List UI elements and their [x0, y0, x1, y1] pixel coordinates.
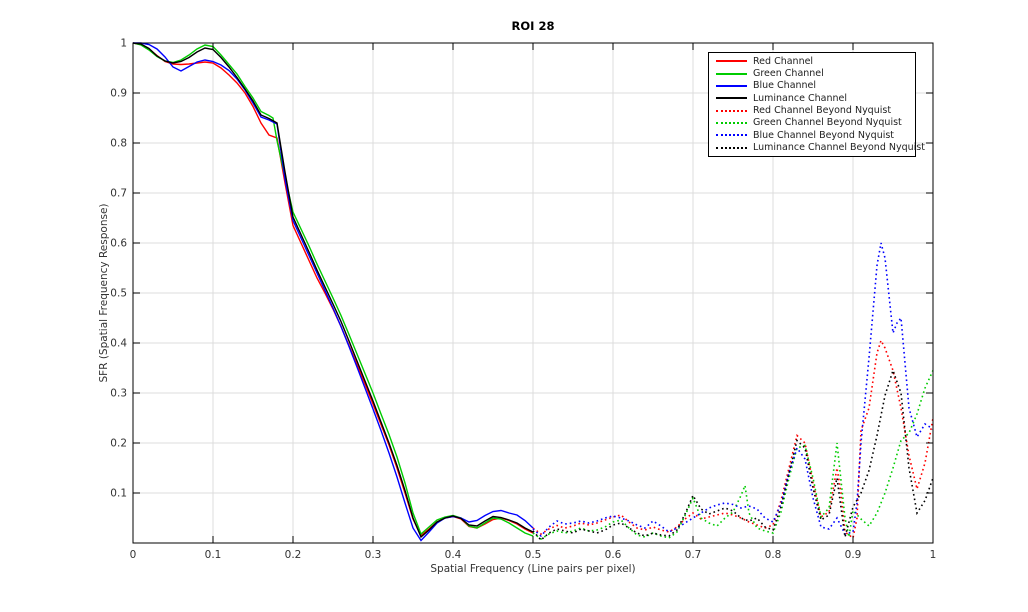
y-tick-label: 0.1	[110, 488, 127, 500]
legend-item-luminance-channel: Luminance Channel	[709, 92, 915, 104]
x-tick-label: 0	[130, 549, 137, 561]
series-green-channel	[132, 42, 534, 537]
legend-item-blue-channel: Blue Channel	[709, 80, 915, 92]
x-tick-label: 0.9	[845, 549, 862, 561]
y-tick-label: 0.8	[110, 138, 127, 150]
legend-label-green-channel-beyond-nyquist: Green Channel Beyond Nyquist	[753, 117, 902, 129]
legend-label-red-channel-beyond-nyquist: Red Channel Beyond Nyquist	[753, 105, 892, 117]
legend: Red Channel Green Channel Blue Channel Lumi…	[708, 52, 925, 157]
legend-line-sample-green-channel-beyond-nyquist	[716, 121, 747, 124]
legend-line-sample-red-channel-beyond-nyquist	[716, 109, 747, 112]
series-luminance-channel	[132, 42, 534, 539]
legend-label-blue-channel: Blue Channel	[753, 80, 817, 92]
legend-item-red-channel-beyond-nyquist: Red Channel Beyond Nyquist	[709, 105, 915, 117]
legend-item-luminance-channel-beyond-nyquist: Luminance Channel Beyond Nyquist	[709, 142, 925, 154]
legend-item-green-channel-beyond-nyquist: Green Channel Beyond Nyquist	[709, 117, 915, 129]
y-tick-label: 0.9	[110, 88, 127, 100]
legend-label-luminance-channel-beyond-nyquist: Luminance Channel Beyond Nyquist	[753, 142, 925, 154]
legend-label-red-channel: Red Channel	[753, 55, 814, 67]
y-tick-label: 1	[120, 38, 127, 50]
legend-line-sample-blue-channel	[716, 84, 747, 87]
x-tick-label: 0.2	[285, 549, 302, 561]
series-blue-channel-beyond-nyquist	[532, 242, 934, 538]
x-tick-label: 0.5	[525, 549, 542, 561]
x-tick-label: 0.7	[685, 549, 702, 561]
legend-label-luminance-channel: Luminance Channel	[753, 92, 847, 104]
legend-line-sample-green-channel	[716, 72, 747, 75]
y-axis-label: SFR (Spatial Frequency Response)	[98, 203, 110, 383]
x-tick-label: 0.1	[205, 549, 222, 561]
x-tick-label: 0.3	[365, 549, 382, 561]
legend-line-sample-red-channel	[716, 60, 747, 63]
legend-item-blue-channel-beyond-nyquist: Blue Channel Beyond Nyquist	[709, 129, 915, 141]
legend-line-sample-luminance-channel-beyond-nyquist	[716, 146, 747, 149]
x-tick-label: 0.8	[765, 549, 782, 561]
chart-title: ROI 28	[511, 19, 555, 33]
y-tick-label: 0.5	[110, 288, 127, 300]
legend-item-green-channel: Green Channel	[709, 68, 915, 80]
x-tick-label: 0.6	[605, 549, 622, 561]
legend-line-sample-blue-channel-beyond-nyquist	[716, 134, 747, 137]
x-tick-label: 1	[930, 549, 937, 561]
series-blue-channel	[133, 42, 534, 542]
legend-item-red-channel: Red Channel	[709, 55, 915, 67]
series-green-channel-beyond-nyquist	[532, 370, 934, 540]
y-tick-label: 0.3	[110, 388, 127, 400]
y-tick-label: 0.7	[110, 188, 127, 200]
series-red-channel-beyond-nyquist	[532, 338, 934, 540]
legend-label-blue-channel-beyond-nyquist: Blue Channel Beyond Nyquist	[753, 129, 895, 141]
legend-label-green-channel: Green Channel	[753, 68, 824, 80]
series-luminance-channel-beyond-nyquist	[532, 367, 934, 542]
series-red-channel	[132, 42, 534, 537]
legend-line-sample-luminance-channel	[716, 97, 747, 100]
y-tick-label: 0.4	[110, 338, 127, 350]
x-tick-label: 0.4	[445, 549, 462, 561]
y-tick-label: 0.6	[110, 238, 127, 250]
y-tick-label: 0.2	[110, 438, 127, 450]
x-axis-label: Spatial Frequency (Line pairs per pixel)	[430, 563, 636, 575]
